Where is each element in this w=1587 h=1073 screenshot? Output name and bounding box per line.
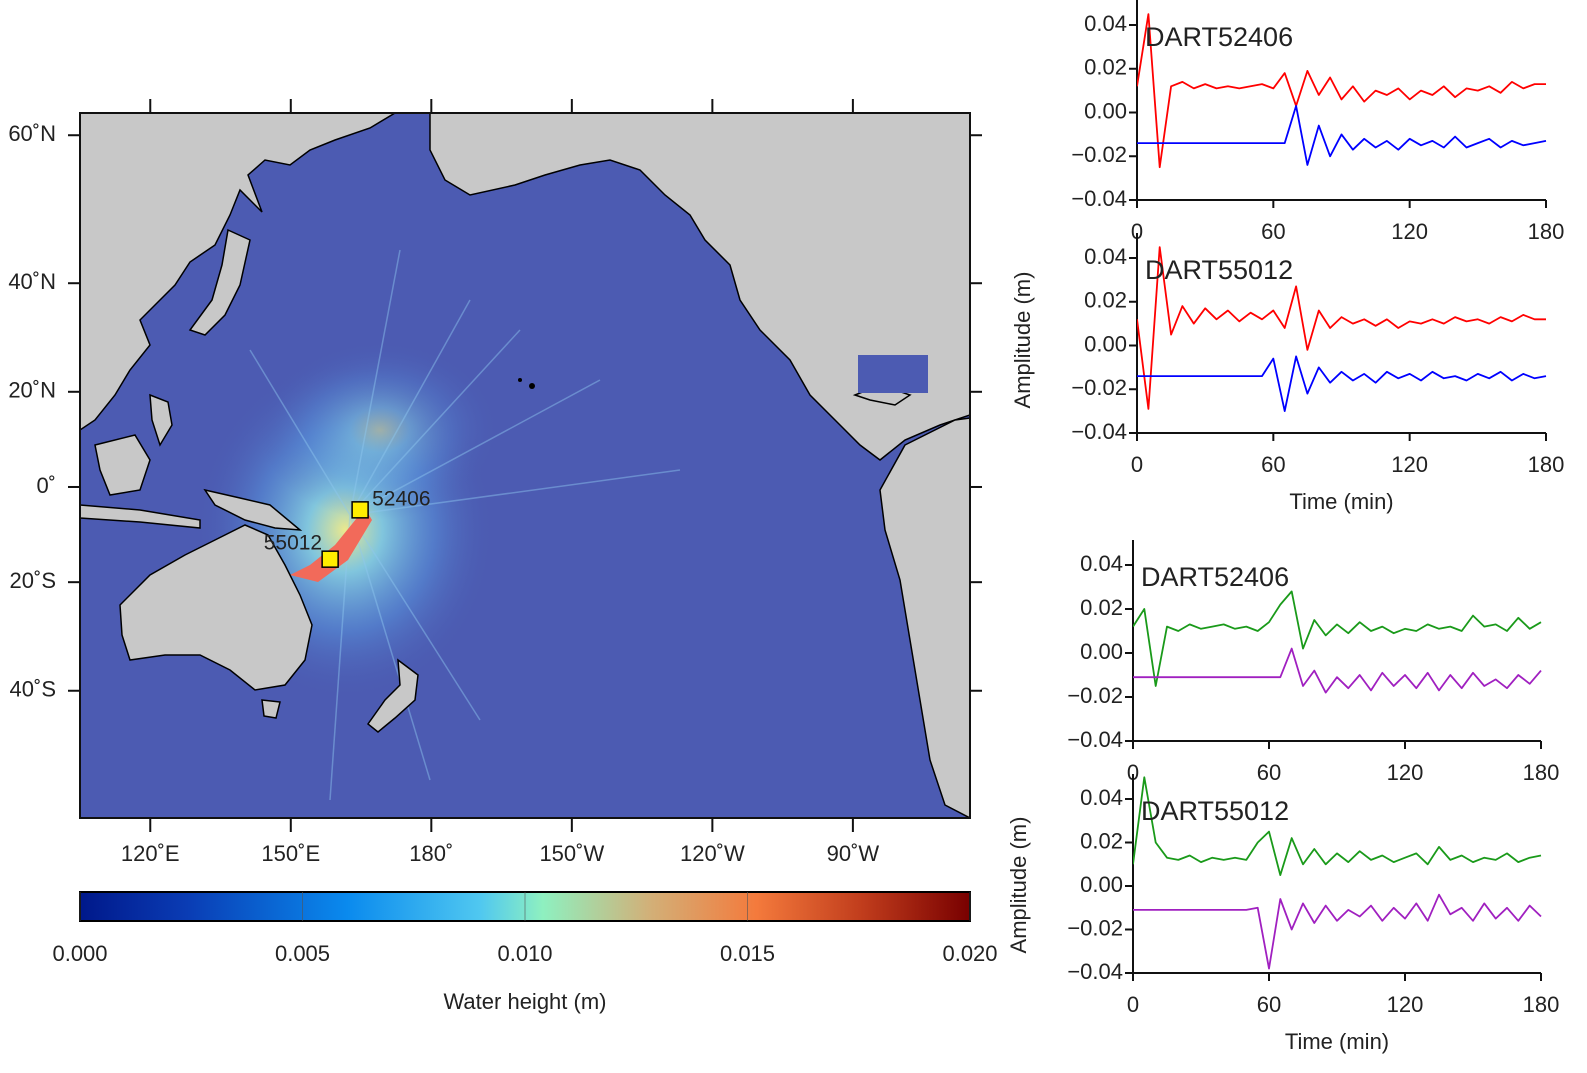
y-tick-label: 20˚S: [10, 568, 56, 593]
y-tick-label: 0.04: [1084, 244, 1127, 269]
x-tick-label: 180: [1528, 452, 1565, 477]
x-tick-label: 120: [1387, 760, 1424, 785]
x-tick-label: 90˚W: [827, 841, 880, 866]
y-tick-label: −0.04: [1071, 419, 1127, 444]
waveform-line: [1133, 647, 1542, 694]
x-tick-label: 180: [1523, 992, 1560, 1017]
y-tick-label: 0˚: [36, 473, 56, 498]
x-tick-label: 120˚E: [121, 841, 180, 866]
x-tick-label: 150˚E: [261, 841, 320, 866]
y-axis-label: Amplitude (m): [1010, 272, 1035, 409]
x-tick-label: 180: [1528, 219, 1565, 244]
x-tick-label: 0: [1127, 992, 1139, 1017]
station-title: DART55012: [1141, 796, 1289, 826]
x-tick-label: 60: [1261, 219, 1285, 244]
y-tick-label: 0.02: [1084, 288, 1127, 313]
colorbar-label: Water height (m): [443, 989, 606, 1014]
colorbar-tick-label: 0.010: [497, 941, 552, 966]
y-tick-label: 0.04: [1080, 551, 1123, 576]
y-axis-label: Amplitude (m): [1006, 817, 1031, 954]
waveform-line: [1137, 105, 1547, 166]
colorbar-tick-label: 0.020: [942, 941, 997, 966]
plot-area: [1137, 246, 1547, 412]
station-title: DART52406: [1145, 22, 1293, 52]
y-tick-label: −0.02: [1071, 142, 1127, 167]
plot-area: [1137, 13, 1547, 169]
station-marker: [351, 501, 369, 519]
x-axis-label: Time (min): [1285, 1029, 1389, 1054]
station-title: DART52406: [1141, 562, 1289, 592]
waveform-line: [1133, 590, 1542, 687]
station-marker: [321, 550, 339, 568]
y-tick-label: 0.00: [1084, 98, 1127, 123]
y-tick-label: 0.04: [1084, 11, 1127, 36]
waveform-line: [1133, 893, 1542, 970]
y-tick-label: 0.02: [1084, 55, 1127, 80]
y-tick-label: 40˚S: [10, 677, 56, 702]
y-tick-label: 0.02: [1080, 595, 1123, 620]
x-tick-label: 60: [1261, 452, 1285, 477]
x-tick-label: 60: [1257, 992, 1281, 1017]
x-tick-label: 180: [1523, 760, 1560, 785]
x-tick-label: 120: [1391, 452, 1428, 477]
y-tick-label: 0.02: [1080, 828, 1123, 853]
x-tick-label: 0: [1131, 219, 1143, 244]
x-tick-label: 60: [1257, 760, 1281, 785]
x-tick-label: 180˚: [409, 841, 453, 866]
y-tick-label: 20˚N: [8, 378, 56, 403]
colorbar-tick-label: 0.005: [275, 941, 330, 966]
x-tick-label: 120: [1391, 219, 1428, 244]
y-tick-label: 60˚N: [8, 121, 56, 146]
x-tick-label: 120˚W: [680, 841, 745, 866]
station-label: 52406: [372, 487, 430, 510]
y-tick-label: 0.04: [1080, 785, 1123, 810]
plot-area: [1133, 776, 1542, 970]
x-axis-label: Time (min): [1289, 489, 1393, 514]
y-tick-label: 0.00: [1080, 872, 1123, 897]
x-tick-label: 150˚W: [539, 841, 604, 866]
waveform-line: [1133, 776, 1542, 876]
x-tick-label: 120: [1387, 992, 1424, 1017]
y-tick-label: −0.04: [1067, 959, 1123, 984]
waveform-line: [1137, 246, 1546, 410]
y-tick-label: −0.02: [1067, 915, 1123, 940]
station-label: 55012: [264, 532, 322, 555]
colorbar-tick-label: 0.000: [52, 941, 107, 966]
y-tick-label: 0.00: [1080, 639, 1123, 664]
y-tick-label: −0.02: [1067, 683, 1123, 708]
waveform-line: [1137, 13, 1546, 169]
waveform-line: [1137, 355, 1547, 412]
y-tick-label: −0.04: [1067, 727, 1123, 752]
y-tick-label: −0.02: [1071, 375, 1127, 400]
x-tick-label: 0: [1131, 452, 1143, 477]
y-tick-label: −0.04: [1071, 186, 1127, 211]
map-background: [80, 113, 970, 818]
map-frame: [79, 112, 971, 819]
y-tick-label: 0.00: [1084, 331, 1127, 356]
x-tick-label: 0: [1127, 760, 1139, 785]
y-tick-label: 40˚N: [8, 269, 56, 294]
station-title: DART55012: [1145, 255, 1293, 285]
plot-area: [1133, 590, 1542, 694]
colorbar-tick-label: 0.015: [720, 941, 775, 966]
